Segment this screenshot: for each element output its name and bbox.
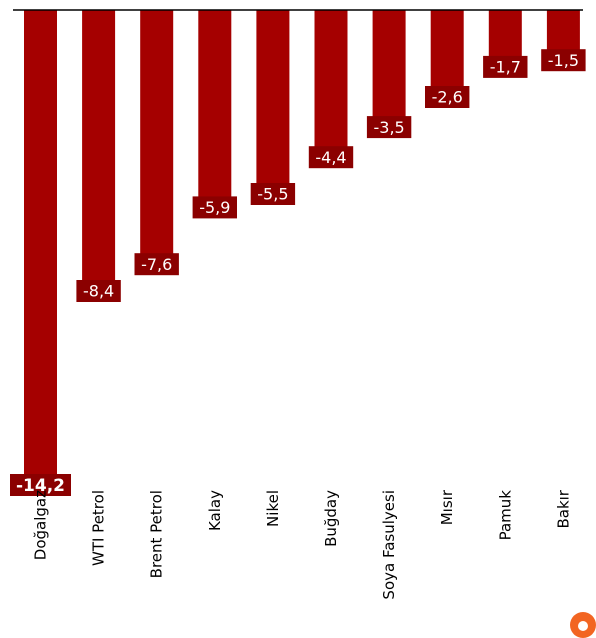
category-label-6: Soya Fasulyesi <box>380 490 398 600</box>
value-label-bg-7 <box>425 86 470 108</box>
bar-5 <box>314 10 348 158</box>
value-label-9: -1,5 <box>548 51 579 70</box>
value-label-bg-5 <box>308 146 354 169</box>
value-label-7: -2,6 <box>432 88 463 107</box>
value-label-bg-4 <box>250 183 296 205</box>
value-label-bg-0 <box>10 474 71 496</box>
value-label-bg-6 <box>366 116 412 139</box>
category-label-7: Mısır <box>438 489 456 525</box>
category-label-4: Nikel <box>264 490 282 527</box>
value-label-bg-2 <box>134 253 179 276</box>
value-label-8: -1,7 <box>490 58 521 77</box>
value-label-6: -3,5 <box>373 118 404 137</box>
value-label-1: -8,4 <box>83 282 114 301</box>
value-label-0: -14,2 <box>16 476 65 496</box>
value-label-5: -4,4 <box>315 148 346 167</box>
value-labels-group: -14,2 -8,4 -7,6 -5,9 -5,5 -4,4 -3,5 -2,6 -1,7 -1,… <box>10 49 586 496</box>
value-label-bg-1 <box>76 280 121 302</box>
brand-logo-icon <box>570 612 596 638</box>
category-label-5: Buğday <box>322 490 340 547</box>
category-label-8: Pamuk <box>496 490 514 541</box>
bar-7 <box>430 10 464 97</box>
bars-group <box>24 10 580 485</box>
bar-3 <box>198 10 232 208</box>
category-label-9: Bakır <box>554 489 572 528</box>
category-labels-group: Doğalgaz WTI Petrol Brent Petrol Kalay Nikel… <box>32 489 573 599</box>
value-label-bg-8 <box>483 55 528 78</box>
category-label-3: Kalay <box>206 490 224 531</box>
bar-2 <box>140 10 174 265</box>
value-label-bg-9 <box>541 49 586 72</box>
bar-4 <box>256 10 290 194</box>
category-label-1: WTI Petrol <box>90 490 108 566</box>
value-label-2: -7,6 <box>141 255 172 274</box>
value-label-4: -5,5 <box>257 185 288 204</box>
bar-0 <box>24 10 57 485</box>
value-label-bg-3 <box>192 196 237 219</box>
category-label-0: Doğalgaz <box>32 490 50 560</box>
bar-6 <box>372 10 406 128</box>
bar-1 <box>82 10 116 291</box>
value-label-3: -5,9 <box>199 198 230 217</box>
category-label-2: Brent Petrol <box>148 490 166 578</box>
